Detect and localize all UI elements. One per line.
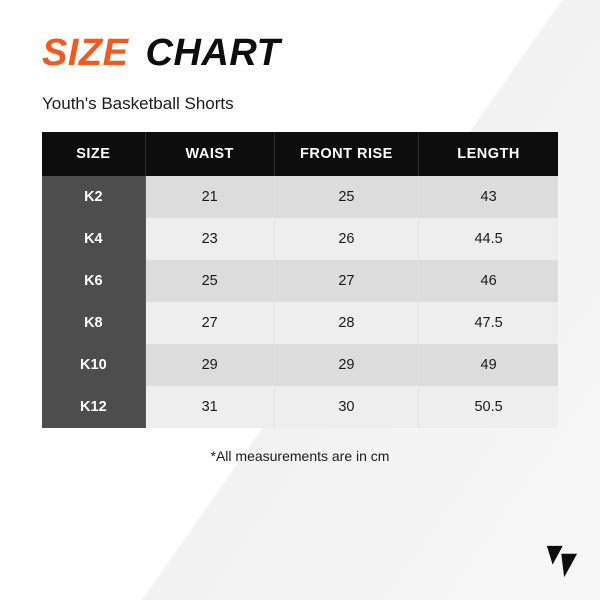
column-header: WAIST xyxy=(145,132,274,176)
title-word-1: SIZE xyxy=(42,34,128,72)
table-row: K4232644.5 xyxy=(42,218,558,260)
size-cell: K8 xyxy=(42,302,145,344)
value-cell: 29 xyxy=(274,344,418,386)
value-cell: 44.5 xyxy=(419,218,558,260)
value-cell: 25 xyxy=(274,176,418,218)
value-cell: 25 xyxy=(145,260,274,302)
footnote: *All measurements are in cm xyxy=(42,448,558,464)
size-cell: K6 xyxy=(42,260,145,302)
value-cell: 21 xyxy=(145,176,274,218)
page-title: SIZE CHART xyxy=(42,34,558,72)
value-cell: 23 xyxy=(145,218,274,260)
table-row: K6252746 xyxy=(42,260,558,302)
column-header: LENGTH xyxy=(419,132,558,176)
table-row: K8272847.5 xyxy=(42,302,558,344)
size-chart-table: SIZEWAISTFRONT RISELENGTH K2212543K42326… xyxy=(42,132,558,428)
column-header: FRONT RISE xyxy=(274,132,418,176)
header-row: SIZEWAISTFRONT RISELENGTH xyxy=(42,132,558,176)
value-cell: 49 xyxy=(419,344,558,386)
content-wrapper: SIZE CHART Youth's Basketball Shorts SIZ… xyxy=(0,0,600,484)
title-word-2: CHART xyxy=(146,34,281,72)
value-cell: 46 xyxy=(419,260,558,302)
value-cell: 27 xyxy=(145,302,274,344)
value-cell: 28 xyxy=(274,302,418,344)
size-cell: K4 xyxy=(42,218,145,260)
table-row: K12313050.5 xyxy=(42,386,558,428)
table-row: K2212543 xyxy=(42,176,558,218)
size-cell: K10 xyxy=(42,344,145,386)
column-header: SIZE xyxy=(42,132,145,176)
value-cell: 31 xyxy=(145,386,274,428)
value-cell: 30 xyxy=(274,386,418,428)
table-body: K2212543K4232644.5K6252746K8272847.5K102… xyxy=(42,176,558,428)
subtitle: Youth's Basketball Shorts xyxy=(42,94,558,114)
value-cell: 27 xyxy=(274,260,418,302)
value-cell: 26 xyxy=(274,218,418,260)
value-cell: 50.5 xyxy=(419,386,558,428)
table-row: K10292949 xyxy=(42,344,558,386)
size-cell: K2 xyxy=(42,176,145,218)
value-cell: 29 xyxy=(145,344,274,386)
table-head: SIZEWAISTFRONT RISELENGTH xyxy=(42,132,558,176)
value-cell: 43 xyxy=(419,176,558,218)
value-cell: 47.5 xyxy=(419,302,558,344)
size-cell: K12 xyxy=(42,386,145,428)
brand-logo-icon xyxy=(544,543,580,584)
